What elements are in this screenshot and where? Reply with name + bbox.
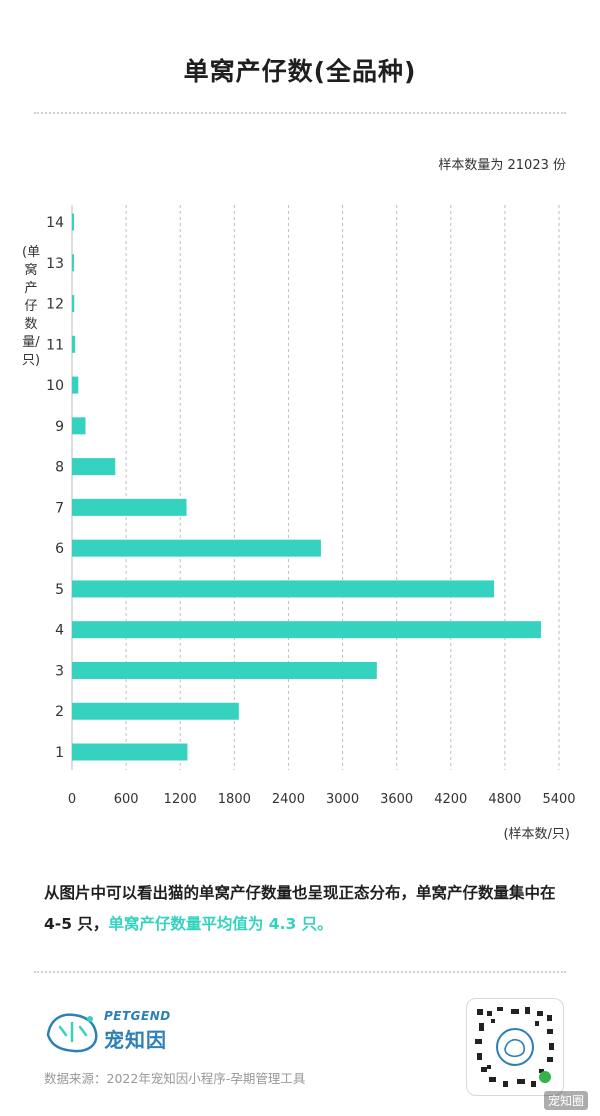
- bar: [72, 498, 187, 516]
- y-axis-title: (单窝产仔数量/只): [22, 245, 41, 368]
- y-tick-label: 7: [55, 500, 64, 516]
- x-tick-label: 3600: [380, 792, 413, 807]
- x-tick-label: 0: [68, 792, 76, 807]
- bar: [72, 254, 74, 272]
- y-tick-label: 3: [55, 663, 64, 679]
- bar: [72, 458, 116, 476]
- x-axis-title: (样本数/只): [503, 827, 570, 842]
- bar: [72, 417, 86, 435]
- x-tick-label: 1800: [218, 792, 251, 807]
- bar: [72, 376, 79, 394]
- brand-name-cn: 宠知因: [104, 1028, 167, 1052]
- bar: [72, 702, 239, 720]
- watermark: 宠知圈: [543, 1091, 588, 1110]
- conclusion-main: 从图片中可以看出猫的单窝产仔数量也呈现正态分布，单窝产仔数量集中在 4-5 只，: [44, 884, 556, 933]
- mini-program-qr-icon[interactable]: [466, 998, 564, 1096]
- y-tick-label: 14: [46, 215, 64, 231]
- bar: [72, 580, 495, 598]
- x-tick-label: 5400: [542, 792, 575, 807]
- bar: [72, 213, 74, 231]
- x-tick-label: 2400: [272, 792, 305, 807]
- y-tick-label: 12: [46, 297, 64, 313]
- y-tick-label: 6: [55, 541, 64, 557]
- y-tick-label: 11: [46, 337, 64, 353]
- bar: [72, 335, 76, 353]
- bottom-divider: [34, 971, 566, 973]
- y-tick-label: 13: [46, 256, 64, 272]
- bar-chart: 0 600 1200 1800 2400 3000 3600 4200 4800 54001234…: [46, 205, 576, 807]
- page-title: 单窝产仔数(全品种): [183, 57, 417, 86]
- x-tick-label: 4200: [434, 792, 467, 807]
- brand-name-en: PETGEND: [104, 1009, 171, 1023]
- conclusion-text: 从图片中可以看出猫的单窝产仔数量也呈现正态分布，单窝产仔数量集中在 4-5 只，…: [44, 878, 558, 940]
- y-tick-label: 9: [55, 419, 64, 435]
- y-tick-label: 2: [55, 704, 64, 720]
- y-tick-label: 8: [55, 460, 64, 476]
- x-tick-label: 4800: [488, 792, 521, 807]
- bar: [72, 743, 188, 761]
- x-tick-label: 600: [114, 792, 139, 807]
- x-tick-label: 3000: [326, 792, 359, 807]
- petgend-logo-icon: [46, 1013, 98, 1053]
- bar: [72, 295, 75, 313]
- top-divider: [34, 112, 566, 114]
- data-source: 数据来源：2022年宠知因小程序-孕期管理工具: [44, 1071, 306, 1086]
- y-tick-label: 10: [46, 378, 64, 394]
- sample-count-note: 样本数量为 21023 份: [438, 158, 566, 173]
- y-tick-label: 5: [55, 582, 64, 598]
- conclusion-highlight: 单窝产仔数量平均值为 4.3 只。: [108, 915, 333, 933]
- y-tick-label: 4: [55, 623, 64, 639]
- bar: [72, 539, 321, 557]
- bar: [72, 661, 377, 679]
- x-tick-label: 1200: [164, 792, 197, 807]
- y-tick-label: 1: [55, 745, 64, 761]
- bar: [72, 621, 541, 639]
